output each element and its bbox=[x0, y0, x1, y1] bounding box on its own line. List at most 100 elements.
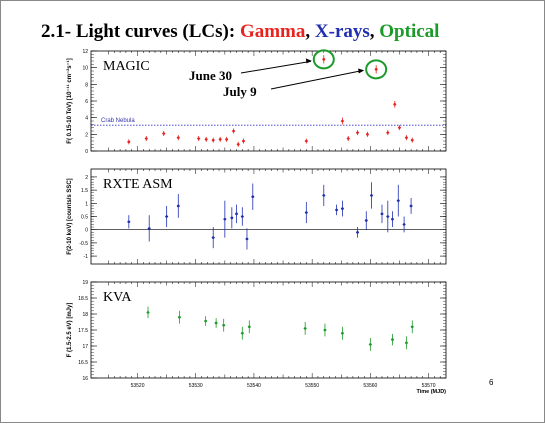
y-tick-label: 12 bbox=[82, 49, 88, 55]
data-point bbox=[398, 126, 401, 129]
data-point bbox=[176, 136, 180, 139]
data-point bbox=[305, 139, 308, 143]
data-point bbox=[242, 139, 245, 143]
july9-label: July 9 bbox=[223, 84, 257, 99]
data-point bbox=[405, 136, 408, 139]
data-point bbox=[356, 131, 359, 134]
data-point bbox=[391, 338, 394, 341]
data-point bbox=[322, 194, 326, 197]
data-point bbox=[366, 133, 369, 136]
y-tick-label: 10 bbox=[82, 66, 88, 72]
slide-title: 2.1- Light curves (LCs): Gamma, X-rays, … bbox=[41, 21, 439, 42]
y-tick-label: 19 bbox=[82, 280, 88, 286]
data-point bbox=[204, 319, 207, 323]
data-point bbox=[146, 311, 150, 314]
y-tick-label: 8 bbox=[85, 82, 88, 88]
data-point bbox=[386, 131, 390, 134]
data-point bbox=[303, 327, 307, 330]
data-point bbox=[323, 328, 327, 332]
data-point bbox=[241, 331, 244, 335]
june30-highlight-circle bbox=[312, 49, 335, 70]
july9-arrowhead bbox=[358, 68, 365, 74]
panel-label: RXTE ASM bbox=[103, 177, 173, 192]
data-point bbox=[356, 231, 359, 234]
y-tick-label: 0.5 bbox=[81, 215, 88, 221]
data-point bbox=[341, 119, 344, 123]
title-sep: , bbox=[305, 21, 315, 42]
x-tick-label: 53560 bbox=[363, 383, 377, 389]
crab-nebula-label: Crab Nebula bbox=[101, 118, 135, 124]
data-point bbox=[341, 331, 344, 335]
data-point bbox=[391, 217, 394, 221]
x-axis-label: Time (MJD) bbox=[416, 389, 446, 395]
y-tick-label: 18 bbox=[82, 312, 88, 318]
data-point bbox=[230, 216, 234, 220]
x-tick-label: 53520 bbox=[131, 383, 145, 389]
data-point bbox=[251, 195, 255, 199]
panel-label: MAGIC bbox=[103, 59, 150, 74]
data-point bbox=[218, 138, 222, 141]
y-tick-label: 6 bbox=[85, 99, 88, 105]
data-point bbox=[305, 211, 308, 214]
y-tick-label: 17.5 bbox=[78, 328, 88, 334]
y-tick-label: 16 bbox=[82, 376, 88, 382]
y-tick-label: -1 bbox=[84, 254, 89, 260]
june30-arrowhead bbox=[305, 58, 312, 64]
y-tick-label: 2 bbox=[85, 175, 88, 181]
data-point bbox=[144, 137, 148, 140]
data-point bbox=[162, 132, 166, 135]
data-point bbox=[178, 315, 181, 319]
data-point bbox=[176, 204, 180, 208]
y-axis-label: F( 0.15-10 TeV) [10⁻¹¹ cm⁻²s⁻¹] bbox=[66, 58, 73, 143]
y-tick-label: 16.5 bbox=[78, 360, 88, 366]
y-tick-label: 0 bbox=[85, 149, 88, 155]
page-number: 6 bbox=[489, 378, 494, 387]
title-sep2: , bbox=[370, 21, 380, 42]
data-point bbox=[222, 323, 225, 327]
data-point bbox=[211, 236, 215, 239]
x-tick-label: 53550 bbox=[305, 383, 319, 389]
y-tick-label: 0 bbox=[85, 228, 88, 234]
data-point bbox=[247, 325, 251, 329]
y-tick-label: 1.5 bbox=[81, 188, 88, 194]
june30-label: June 30 bbox=[189, 68, 232, 83]
data-point bbox=[147, 227, 151, 230]
data-point bbox=[364, 219, 368, 222]
x-tick-label: 53540 bbox=[247, 383, 261, 389]
data-point bbox=[410, 325, 414, 329]
data-point bbox=[127, 140, 131, 144]
y-tick-label: 17 bbox=[82, 344, 88, 350]
x-tick-label: 53530 bbox=[189, 383, 203, 389]
july9-arrow bbox=[270, 69, 364, 90]
data-point bbox=[322, 58, 326, 61]
data-point bbox=[346, 137, 350, 140]
data-point bbox=[225, 138, 228, 141]
data-point bbox=[402, 223, 406, 226]
x-tick-label: 53570 bbox=[422, 383, 436, 389]
data-point bbox=[374, 68, 378, 71]
data-point bbox=[396, 199, 400, 202]
panel-rxte-asm: -1 -0.5 0 0.5 1 1.5 2 F(2-10 keV) [counts/s SSC… bbox=[67, 168, 447, 265]
data-point bbox=[214, 321, 218, 325]
data-point bbox=[335, 208, 338, 212]
y-tick-label: 18.5 bbox=[78, 296, 88, 302]
data-point bbox=[236, 143, 240, 146]
data-point bbox=[197, 137, 200, 140]
y-tick-label: -0.5 bbox=[79, 241, 88, 247]
data-point bbox=[341, 207, 344, 210]
panel-label: KVA bbox=[103, 290, 132, 305]
title-prefix: 2.1- Light curves (LCs): bbox=[41, 21, 240, 42]
data-point bbox=[409, 204, 413, 208]
data-point bbox=[393, 103, 397, 106]
title-xrays: X-rays bbox=[315, 21, 370, 42]
data-point bbox=[380, 212, 384, 216]
data-point bbox=[232, 129, 235, 133]
data-point bbox=[245, 237, 249, 241]
data-point bbox=[241, 215, 244, 218]
data-point bbox=[370, 194, 373, 197]
panel-magic: 0 2 4 6 8 10 12 F( 0.15-10 TeV) [10⁻¹¹ cm⁻²s⁻¹]… bbox=[66, 49, 447, 155]
panel-frame bbox=[90, 281, 447, 379]
